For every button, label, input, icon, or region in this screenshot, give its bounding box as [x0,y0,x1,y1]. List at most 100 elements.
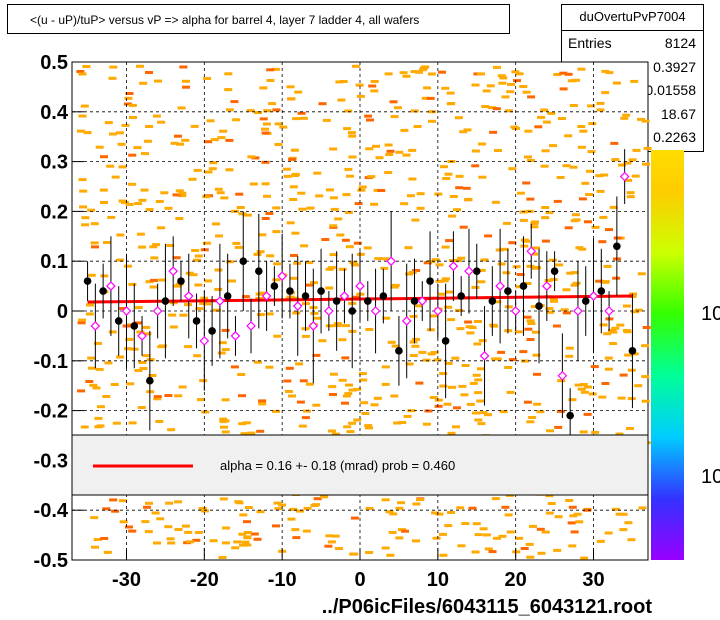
y-tick-label: 0 [57,301,68,323]
heat-bin [145,501,153,505]
heat-bin [298,424,307,428]
heat-bin [537,551,546,555]
heat-bin [253,537,262,541]
heat-bin [197,398,205,402]
heat-bin [334,217,343,221]
data-point [519,282,528,290]
heat-bin [303,409,311,413]
heat-bin [541,216,550,220]
heat-bin [247,155,256,159]
heat-bin [605,228,613,232]
heat-bin [136,330,145,334]
heat-bin [626,195,635,199]
heat-bin [370,80,379,83]
heat-bin [238,394,246,398]
heat-bin [272,278,281,282]
heat-bin [289,276,298,280]
heat-bin [283,379,292,383]
heat-bin [601,91,610,95]
data-point-open [541,281,552,291]
heat-bin [402,153,411,157]
heat-bin [451,356,460,360]
heat-bin [217,351,226,355]
heat-bin [404,246,413,250]
heat-bin [456,327,465,331]
heat-bin [532,353,541,357]
heat-bin [96,405,105,409]
heat-bin [165,501,174,505]
heat-bin [387,340,396,344]
heat-bin [580,390,589,394]
heat-bin [219,129,228,133]
data-point-open [495,281,505,291]
data-point [472,267,481,275]
heat-bin [87,366,96,370]
heat-bin [548,258,557,262]
heat-bin [225,138,234,142]
heat-bin [358,185,367,189]
heat-bin [351,263,359,267]
heat-bin [471,83,480,87]
heat-bin [320,495,329,499]
heat-bin [266,254,275,258]
heat-bin [118,499,127,503]
heat-bin [256,510,265,514]
heat-bin [339,80,348,83]
heat-bin [143,139,152,143]
heat-bin [250,532,259,536]
heat-bin [604,356,613,360]
heat-bin [415,381,424,385]
heat-bin [243,213,252,217]
heat-bin [599,215,608,219]
heat-bin [610,141,619,145]
heat-bin [381,382,390,386]
heat-bin [437,292,446,296]
heat-bin [625,427,634,430]
heat-bin [213,308,221,312]
heat-bin [412,502,421,506]
heat-bin [234,245,243,249]
heat-bin [601,280,610,284]
heat-bin [370,202,379,206]
heat-bin [297,111,306,115]
heat-bin [591,430,600,434]
heat-bin [643,146,652,150]
heat-bin [540,108,549,112]
heat-bin [204,279,212,283]
heat-bin [221,328,230,332]
heat-bin [575,520,584,524]
heat-bin [221,541,230,545]
heat-bin [545,511,554,515]
heat-bin [447,431,456,435]
data-point [613,242,621,251]
heat-bin [301,334,310,338]
heat-bin [355,83,364,87]
heat-bin [116,131,124,135]
heat-bin [208,167,217,171]
heat-bin [342,193,351,197]
heat-bin [444,172,453,176]
heat-bin [295,362,304,366]
heat-bin [444,305,453,309]
heat-bin [178,194,187,198]
heat-bin [580,556,589,560]
heat-bin [454,116,463,120]
heat-bin [152,114,161,118]
data-point [379,292,388,300]
heat-bin [172,193,181,197]
heat-bin [367,175,376,179]
heat-bin [256,313,265,317]
heat-bin [598,240,607,244]
heat-bin [261,127,269,131]
heat-bin [338,338,347,342]
heat-bin [493,536,501,540]
heat-bin [318,102,327,106]
heat-bin [91,545,99,549]
heat-bin [596,189,605,193]
heat-bin [204,170,213,174]
heat-bin [263,109,272,113]
heat-bin [331,534,340,538]
heat-bin [309,281,318,285]
heat-bin [490,324,499,328]
data-point-open [510,306,521,316]
